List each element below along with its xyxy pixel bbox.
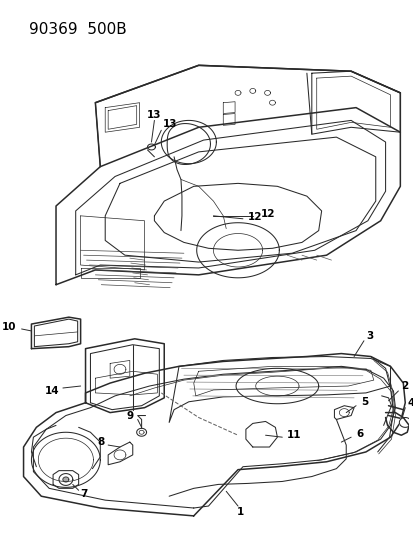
Text: 3: 3 <box>365 331 372 341</box>
Polygon shape <box>399 417 410 427</box>
Text: 12: 12 <box>260 209 275 219</box>
Text: 13: 13 <box>163 119 177 130</box>
Text: 13: 13 <box>147 109 161 119</box>
Text: 5: 5 <box>360 397 367 407</box>
Text: 14: 14 <box>44 386 59 396</box>
Text: 4: 4 <box>406 398 413 408</box>
Text: 2: 2 <box>400 381 408 391</box>
Polygon shape <box>63 477 69 482</box>
Text: 10: 10 <box>2 322 17 332</box>
Text: 1: 1 <box>236 507 243 517</box>
Text: 11: 11 <box>287 430 301 440</box>
Text: 7: 7 <box>81 489 88 499</box>
Text: 90369  500B: 90369 500B <box>29 22 127 37</box>
Text: 9: 9 <box>126 410 133 421</box>
Text: 6: 6 <box>355 429 363 439</box>
Text: 12: 12 <box>247 212 262 222</box>
Text: 8: 8 <box>97 437 104 447</box>
